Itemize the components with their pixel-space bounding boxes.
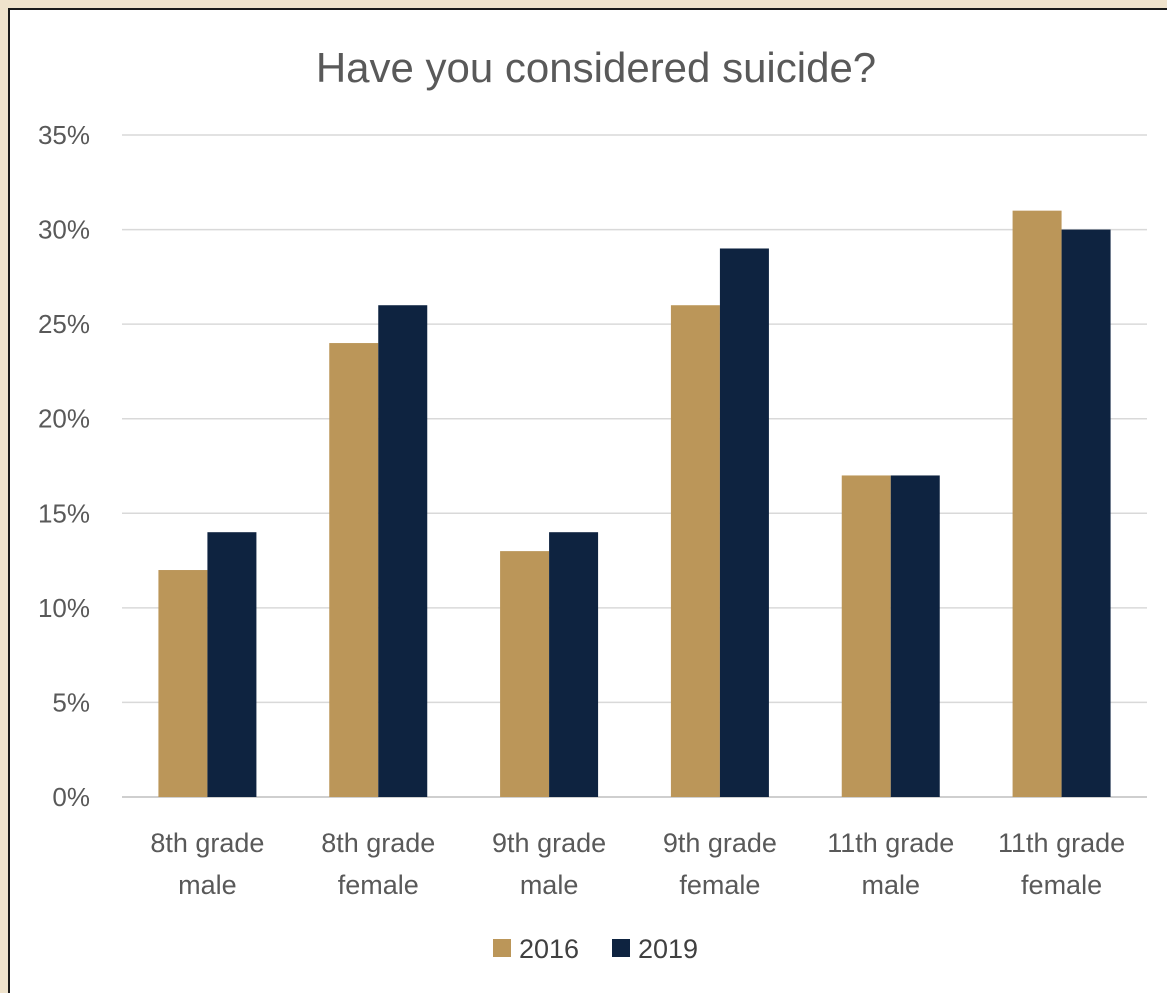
x-category-label: 11th grade [827, 828, 954, 858]
y-tick-label: 35% [38, 120, 90, 150]
bar-2016-3 [670, 305, 720, 797]
x-category-label: 8th grade [321, 828, 435, 858]
bar-2019-2 [549, 532, 599, 797]
bar-2019-1 [378, 305, 428, 797]
x-category-label: male [861, 870, 920, 900]
x-category-label: 8th grade [150, 828, 264, 858]
x-category-label: female [679, 870, 760, 900]
chart-title: Have you considered suicide? [316, 44, 876, 91]
legend-label-2019: 2019 [638, 934, 698, 964]
bar-2016-1 [329, 343, 379, 797]
y-tick-label: 5% [52, 687, 90, 717]
y-axis-ticks: 0% 5% 10% 15% 20% 25% 30% 35% [38, 120, 90, 812]
x-category-label: male [178, 870, 237, 900]
x-category-label: female [338, 870, 419, 900]
x-axis-categories: 8th grade male 8th grade female 9th grade mal… [150, 828, 1125, 900]
gridlines [122, 134, 1147, 798]
bar-2019-4 [890, 475, 940, 797]
legend-swatch-2016 [493, 939, 511, 957]
y-tick-label: 25% [38, 309, 90, 339]
bars [158, 210, 1111, 798]
y-tick-label: 30% [38, 215, 90, 245]
y-tick-label: 10% [38, 593, 90, 623]
legend-swatch-2019 [612, 939, 630, 957]
x-category-label: 9th grade [492, 828, 606, 858]
bar-2016-5 [1012, 210, 1062, 797]
bar-2016-0 [158, 570, 208, 797]
legend-label-2016: 2016 [519, 934, 579, 964]
x-category-label: 11th grade [998, 828, 1125, 858]
chart-frame [8, 8, 1167, 993]
bar-2019-0 [207, 532, 257, 797]
x-category-label: 9th grade [663, 828, 777, 858]
bar-2016-4 [841, 475, 891, 797]
y-tick-label: 20% [38, 404, 90, 434]
x-category-label: male [520, 870, 579, 900]
bar-2019-5 [1061, 229, 1111, 798]
y-tick-label: 15% [38, 498, 90, 528]
bar-2019-3 [719, 248, 769, 797]
x-category-label: female [1021, 870, 1102, 900]
legend: 2016 2019 [493, 934, 698, 964]
y-tick-label: 0% [52, 782, 90, 812]
bar-2016-2 [500, 551, 550, 797]
